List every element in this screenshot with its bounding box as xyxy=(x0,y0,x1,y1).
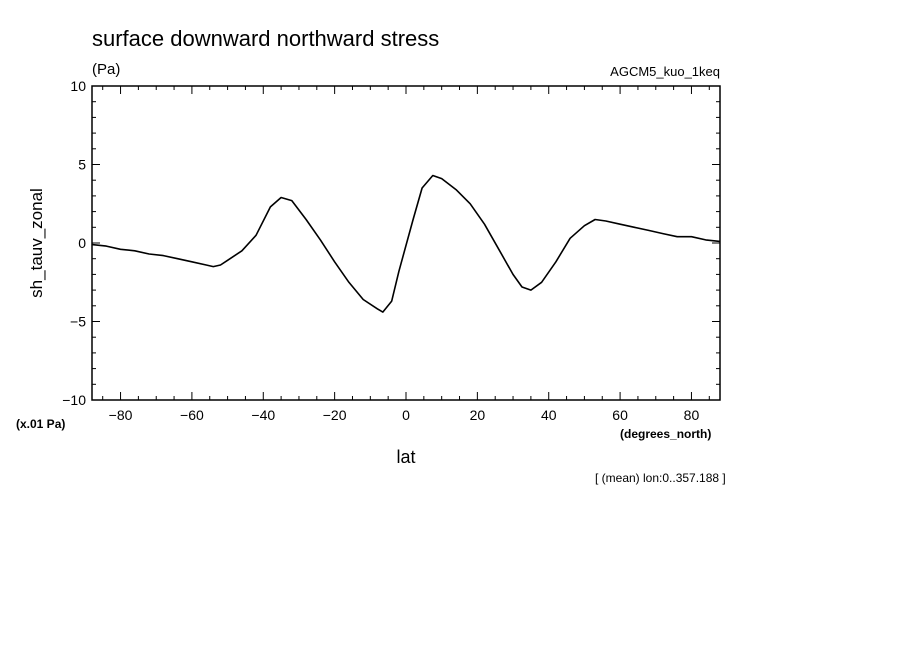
y-axis-label: sh_tauv_zonal xyxy=(27,188,46,298)
chart-title: surface downward northward stress xyxy=(92,26,439,51)
x-tick-label: 0 xyxy=(402,407,410,423)
x-tick-label: −40 xyxy=(251,407,275,423)
footnote: [ (mean) lon:0..357.188 ] xyxy=(595,471,726,485)
x-tick-label: 60 xyxy=(612,407,628,423)
y-tick-label: −5 xyxy=(70,314,86,330)
series-group xyxy=(91,174,721,313)
x-tick-label: 20 xyxy=(470,407,486,423)
x-tick-label: −20 xyxy=(323,407,347,423)
series-line xyxy=(91,174,721,313)
y-scale-note: (x.01 Pa) xyxy=(16,417,65,431)
x-tick-label: 80 xyxy=(684,407,700,423)
y-tick-label: 0 xyxy=(78,235,86,251)
x-units-label: (degrees_north) xyxy=(620,427,711,441)
y-tick-label: 5 xyxy=(78,157,86,173)
chart-units: (Pa) xyxy=(92,61,120,78)
x-tick-label: −80 xyxy=(109,407,133,423)
axes: −80 −60 −40 −20 0 20 40 60 80 −10 −5 0 5 10 xyxy=(62,78,720,423)
x-tick-label: −60 xyxy=(180,407,204,423)
plot-frame xyxy=(91,85,721,401)
dataset-label: AGCM5_kuo_1keq xyxy=(610,64,720,79)
x-axis-label: lat xyxy=(396,447,415,467)
x-tick-label: 40 xyxy=(541,407,557,423)
y-tick-label: 10 xyxy=(70,78,86,94)
y-tick-label: −10 xyxy=(62,392,86,408)
